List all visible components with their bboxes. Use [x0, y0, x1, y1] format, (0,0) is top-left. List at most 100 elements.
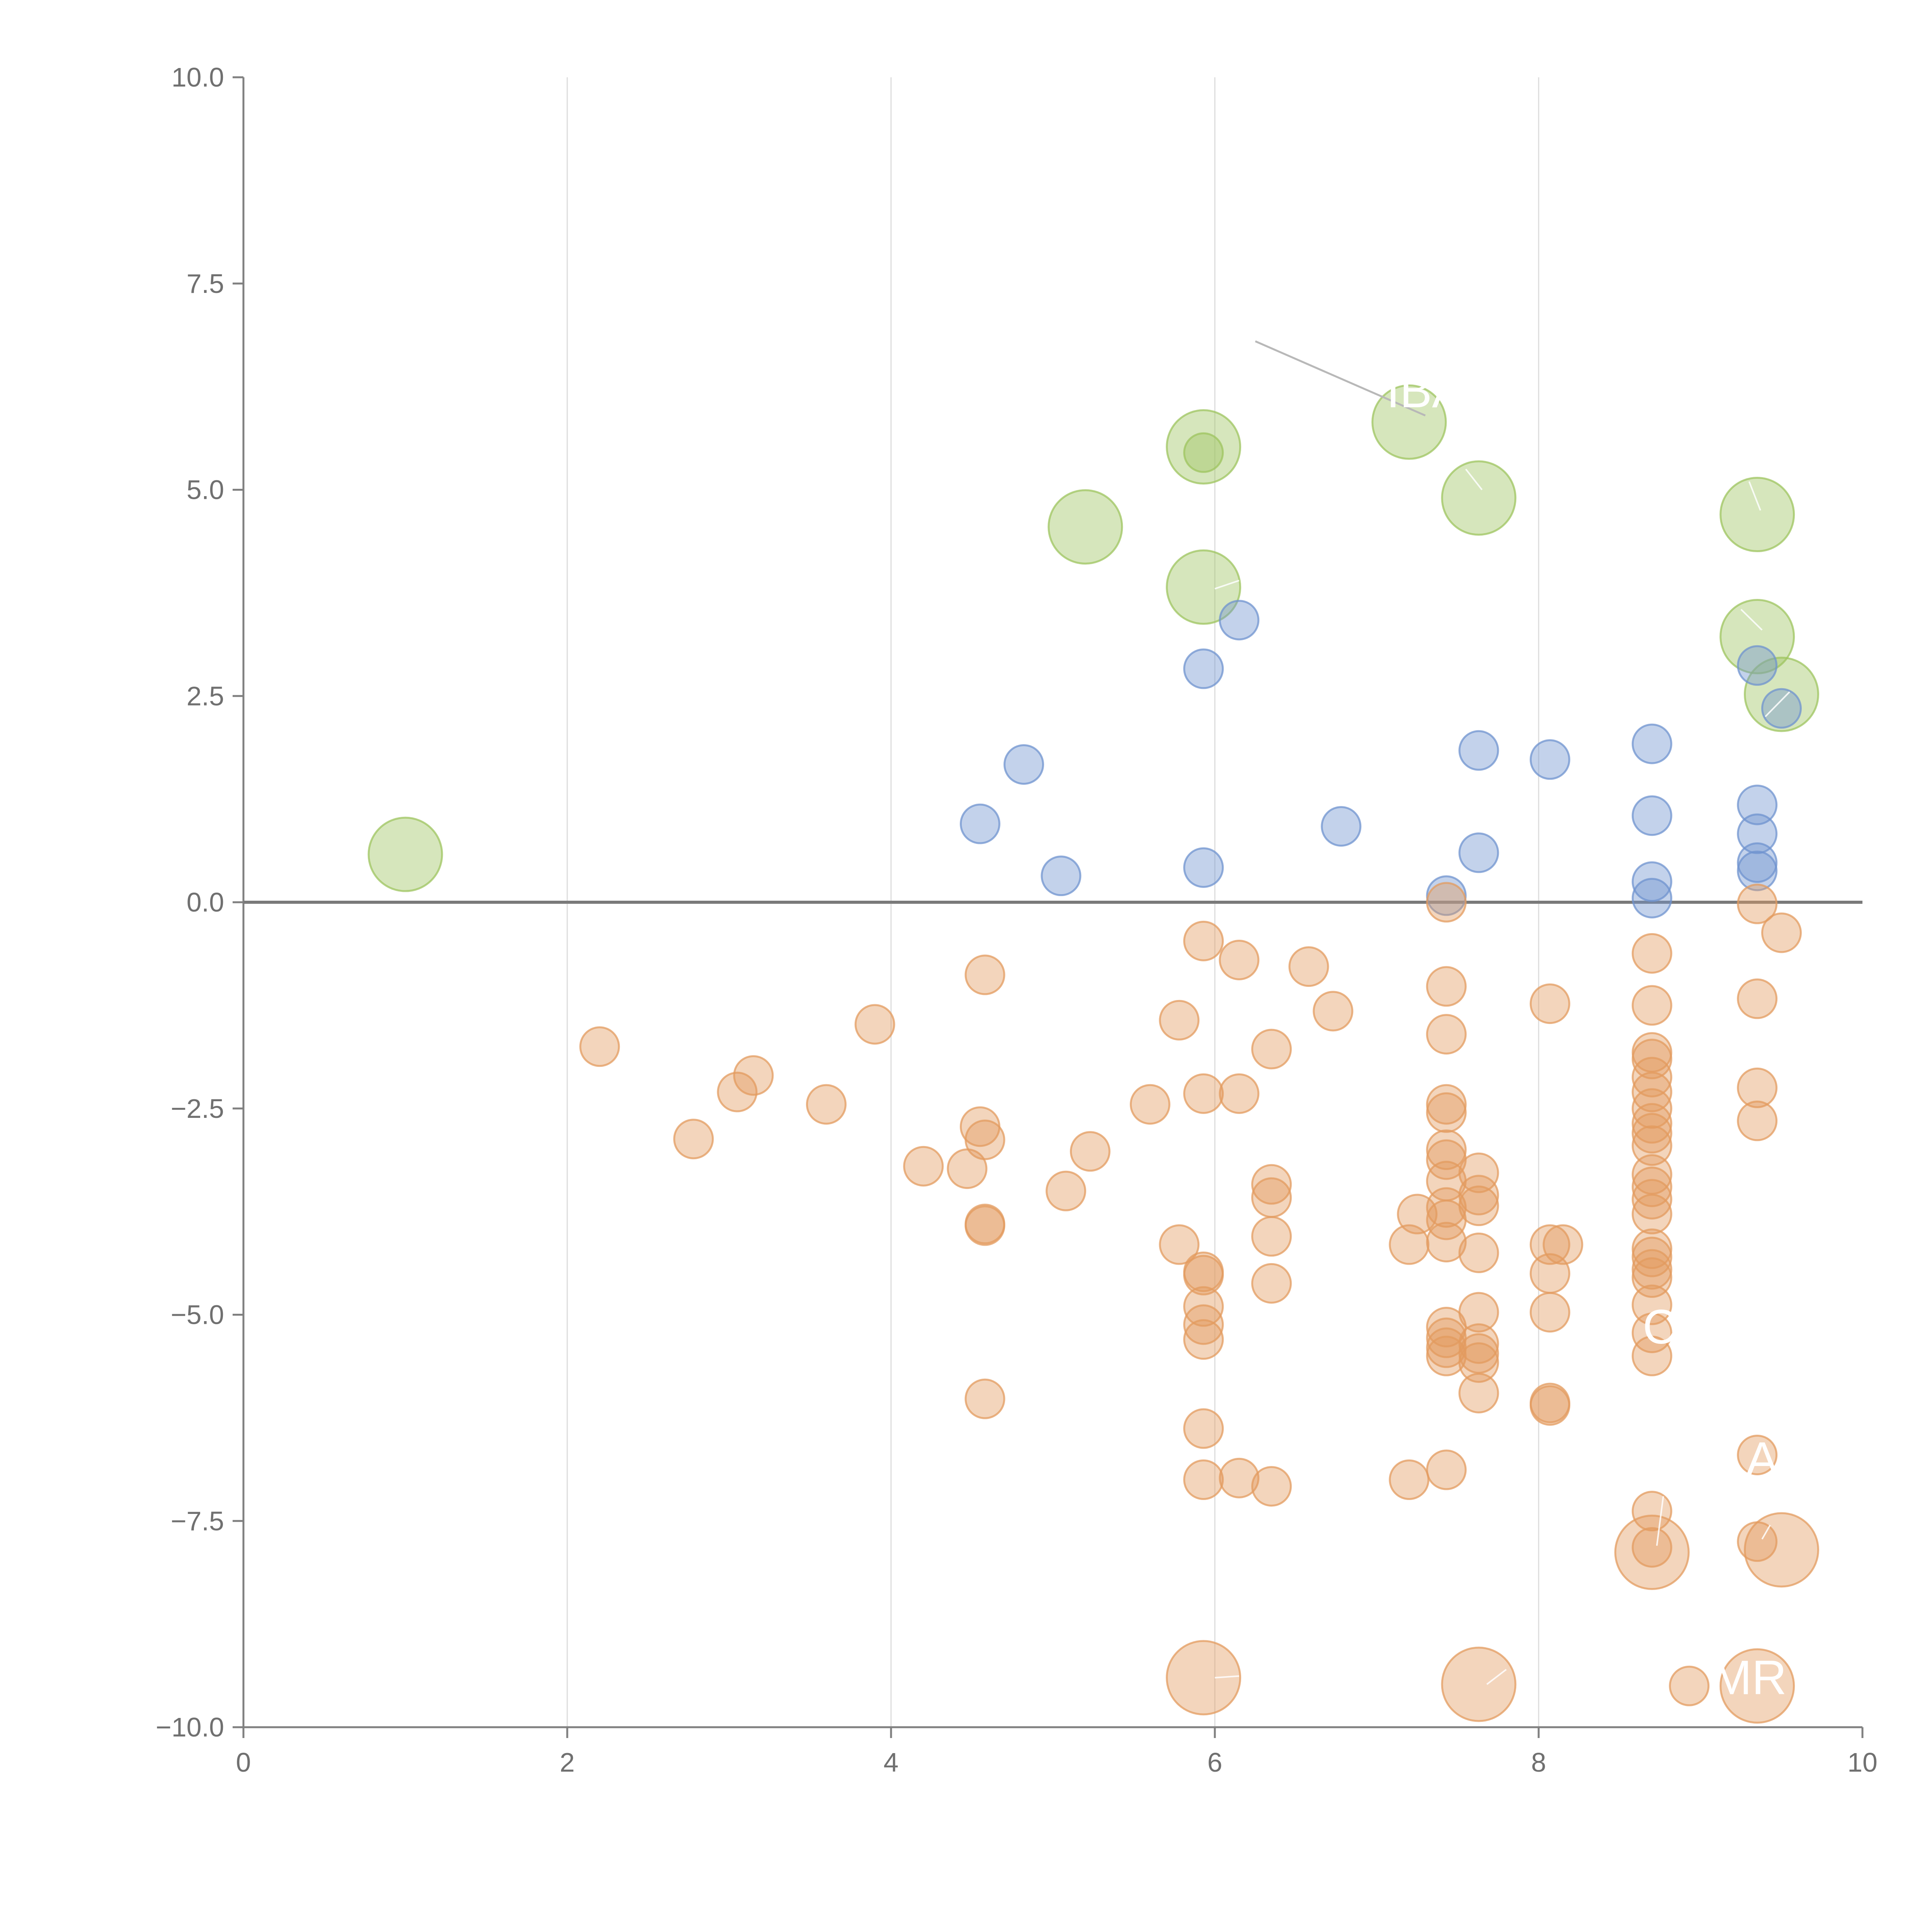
green-point: [1166, 409, 1242, 485]
orange-point: [1737, 883, 1778, 924]
orange-point: [1614, 1514, 1690, 1590]
orange-point: [964, 1119, 1005, 1160]
orange-point: [1183, 1073, 1224, 1114]
orange-point: [1631, 1039, 1672, 1080]
orange-point: [1389, 1224, 1430, 1265]
blue-point: [1183, 847, 1224, 888]
orange-point: [964, 1378, 1005, 1419]
orange-point: [1529, 1385, 1570, 1426]
y-tick-label: 7.5: [187, 269, 224, 299]
orange-point: [1631, 933, 1672, 974]
blue-point: [959, 803, 1000, 844]
annotation-leader: [1214, 580, 1240, 590]
y-tick-label: 2.5: [187, 681, 224, 711]
orange-point: [1458, 1232, 1499, 1273]
orange-point: [1631, 1071, 1672, 1112]
blue-point: [1631, 795, 1672, 836]
green-point: [1719, 477, 1795, 553]
orange-point: [1458, 1292, 1499, 1333]
blue-point: [1631, 723, 1672, 764]
orange-point: [1389, 1459, 1430, 1500]
annotation-leader: [1486, 1668, 1507, 1685]
orange-point: [1631, 1125, 1672, 1166]
orange-point: [1669, 1665, 1710, 1706]
y-tick-label: 0.0: [187, 887, 224, 917]
orange-point: [964, 954, 1005, 995]
blue-point: [1219, 600, 1260, 641]
blue-point: [1321, 806, 1362, 847]
orange-point: [1183, 1304, 1224, 1345]
green-point: [1441, 460, 1517, 536]
orange-point: [1251, 1466, 1292, 1507]
annotation-leader: [1255, 340, 1426, 417]
orange-point: [1219, 1458, 1260, 1498]
y-tick-label: −10.0: [156, 1712, 224, 1742]
green-point: [1183, 432, 1224, 473]
data-points: [367, 384, 1819, 1724]
annotation-leader: [1656, 1496, 1664, 1546]
orange-point: [1426, 966, 1467, 1007]
orange-point: [1251, 1263, 1292, 1304]
green-point: [1166, 549, 1242, 625]
annotation-leader: [1214, 1675, 1239, 1679]
orange-point: [1166, 1640, 1242, 1716]
blue-point: [1737, 850, 1778, 891]
y-axis-ticks: 10.0 7.5 5.0 2.5 0.0 −2.5 −5.0 −7.5 −10.0: [156, 62, 243, 1742]
y-tick-label: 10.0: [172, 62, 224, 92]
orange-point: [1631, 1249, 1672, 1290]
annotation-label: C: [1643, 1300, 1677, 1354]
orange-point: [733, 1055, 774, 1096]
orange-point: [1458, 1342, 1499, 1383]
orange-point: [1761, 912, 1802, 953]
orange-point: [1426, 1187, 1467, 1228]
x-tick-label: 4: [884, 1747, 899, 1777]
orange-point: [903, 1146, 944, 1187]
blue-point: [1631, 878, 1672, 918]
annotation-leader: [1748, 481, 1761, 511]
orange-point: [1183, 1459, 1224, 1500]
blue-point: [1183, 648, 1224, 689]
orange-point: [1458, 1175, 1499, 1216]
orange-point: [717, 1071, 758, 1112]
orange-point: [579, 1026, 620, 1067]
orange-point: [1737, 1434, 1778, 1475]
orange-point: [1529, 983, 1570, 1024]
orange-point: [1543, 1224, 1583, 1265]
orange-point: [1288, 946, 1329, 987]
orange-point: [1183, 1255, 1224, 1296]
annotation-leaders: [1214, 340, 1790, 1685]
y-tick-label: −7.5: [171, 1506, 224, 1536]
x-tick-label: 0: [236, 1747, 251, 1777]
orange-point: [1458, 1152, 1499, 1193]
green-point: [1048, 489, 1123, 565]
annotation-leader: [1465, 468, 1483, 490]
orange-point: [1631, 1179, 1672, 1220]
orange-point: [854, 1004, 895, 1045]
orange-point: [1129, 1084, 1170, 1125]
y-tick-label: 5.0: [187, 475, 224, 505]
orange-point: [1631, 1284, 1672, 1325]
orange-point: [1441, 1646, 1517, 1722]
orange-point: [1251, 1216, 1292, 1257]
blue-point: [1458, 730, 1499, 771]
x-tick-label: 2: [560, 1747, 575, 1777]
orange-point: [1631, 1113, 1672, 1154]
orange-point: [1426, 1335, 1467, 1376]
orange-point: [1458, 1185, 1499, 1226]
blue-point: [1529, 739, 1570, 780]
annotation-leader: [1740, 609, 1763, 631]
orange-point: [1219, 1073, 1260, 1114]
orange-point: [1183, 920, 1224, 961]
annotation-leader: [1761, 1524, 1771, 1540]
orange-point: [1426, 1449, 1467, 1490]
orange-point: [1183, 1286, 1224, 1327]
orange-point: [1219, 939, 1260, 980]
orange-point: [1313, 991, 1354, 1032]
blue-point: [1041, 855, 1082, 896]
orange-point: [1458, 1372, 1499, 1413]
orange-point: [1631, 1088, 1672, 1129]
orange-point: [1251, 1164, 1292, 1205]
green-point: [1719, 599, 1795, 675]
blue-point: [1737, 813, 1778, 854]
